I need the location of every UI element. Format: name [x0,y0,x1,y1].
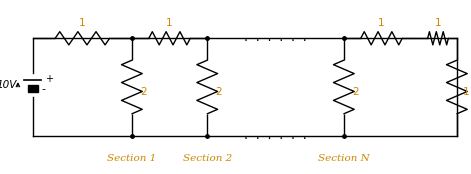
Text: 2: 2 [352,87,359,97]
Text: . . . . . .: . . . . . . [243,33,308,43]
Bar [28,85,38,92]
Text: . . . . . .: . . . . . . [243,131,308,141]
Text: 2: 2 [140,87,147,97]
Text: 10V: 10V [0,80,17,90]
Text: 1: 1 [166,18,173,28]
Text: Section 1: Section 1 [107,154,156,163]
Text: Section N: Section N [318,154,370,163]
Text: 2: 2 [216,87,222,97]
Text: 1: 1 [463,87,469,97]
Text: 1: 1 [435,18,441,28]
Text: 1: 1 [378,18,385,28]
Text: +: + [45,74,53,84]
Text: Section 2: Section 2 [183,154,232,163]
Text: 1: 1 [79,18,86,28]
Text: -: - [41,84,45,94]
